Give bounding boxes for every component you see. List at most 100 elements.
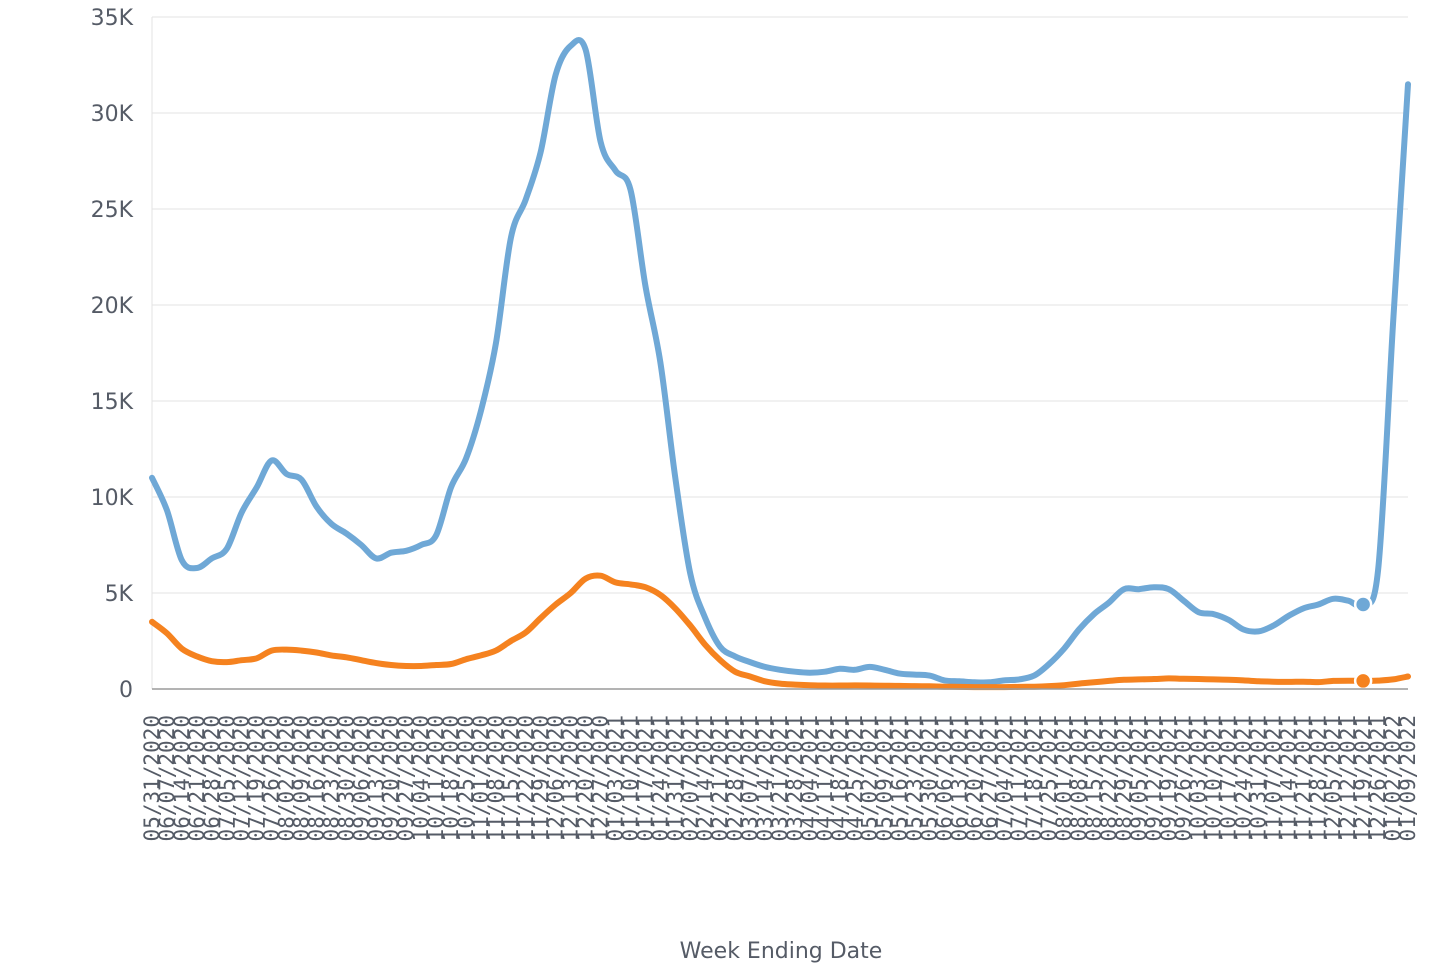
x-tick-label: 12/27/2020 — [589, 715, 613, 841]
x-tick-label: 05/30/2021 — [918, 715, 942, 841]
x-tick-label: 12/06/2020 — [544, 715, 568, 841]
x-tick-label: 02/28/2021 — [723, 715, 747, 841]
x-tick-label: 06/27/2021 — [977, 715, 1001, 841]
x-tick-label: 09/20/2020 — [379, 715, 403, 841]
y-tick-label: 5K — [105, 582, 134, 607]
x-tick-label: 12/13/2020 — [559, 715, 583, 841]
x-tick-label: 07/04/2021 — [992, 715, 1016, 841]
x-tick-label: 06/14/2020 — [170, 715, 194, 841]
y-tick-label: 25K — [91, 198, 134, 223]
x-tick-label: 12/12/2021 — [1336, 715, 1360, 841]
x-tick-label: 08/30/2020 — [334, 715, 358, 841]
x-tick-label: 09/06/2020 — [349, 715, 373, 841]
x-tick-label: 11/07/2021 — [1261, 715, 1285, 841]
x-tick-label: 05/02/2021 — [858, 715, 882, 841]
x-tick-label: 02/14/2021 — [693, 715, 717, 841]
x-tick-label: 01/09/2022 — [1396, 715, 1420, 841]
x-tick-label: 11/08/2020 — [484, 715, 508, 841]
x-tick-label: 10/04/2020 — [409, 715, 433, 841]
x-tick-label: 11/14/2021 — [1276, 715, 1300, 841]
x-axis-label: Week Ending Date — [680, 939, 883, 964]
y-axis-ticks: 0 5K 10K 15K 20K 25K 30K 35K — [91, 6, 134, 703]
x-tick-label: 04/25/2021 — [843, 715, 867, 841]
x-tick-label: 08/08/2021 — [1067, 715, 1091, 841]
x-tick-label: 11/22/2020 — [514, 715, 538, 841]
x-tick-label: 08/22/2021 — [1097, 715, 1121, 841]
x-tick-label: 07/19/2020 — [245, 715, 269, 841]
y-tick-label: 10K — [91, 486, 134, 511]
x-tick-label: 07/25/2021 — [1037, 715, 1061, 841]
series-lines — [149, 37, 1411, 691]
x-tick-label: 12/05/2021 — [1321, 715, 1345, 841]
y-tick-label: 15K — [91, 390, 134, 415]
x-tick-label: 08/15/2021 — [1082, 715, 1106, 841]
x-tick-label: 07/12/2020 — [230, 715, 254, 841]
x-tick-label: 05/09/2021 — [873, 715, 897, 841]
x-tick-label: 11/28/2021 — [1306, 715, 1330, 841]
y-tick-label: 30K — [91, 102, 134, 127]
x-tick-label: 11/29/2020 — [529, 715, 553, 841]
x-tick-label: 12/20/2020 — [574, 715, 598, 841]
x-tick-label: 05/23/2021 — [903, 715, 927, 841]
x-tick-label: 07/11/2021 — [1007, 715, 1031, 841]
x-tick-label: 02/21/2021 — [708, 715, 732, 841]
x-tick-label: 10/25/2020 — [454, 715, 478, 841]
series-markers — [1353, 595, 1373, 691]
x-tick-label: 06/07/2020 — [155, 715, 179, 841]
x-tick-label: 10/18/2020 — [439, 715, 463, 841]
x-tick-label: 04/04/2021 — [798, 715, 822, 841]
x-tick-label: 08/09/2020 — [290, 715, 314, 841]
series-1-marker — [1353, 595, 1373, 614]
x-tick-label: 06/28/2020 — [200, 715, 224, 841]
series-2-marker — [1353, 671, 1373, 691]
x-tick-label: 07/18/2021 — [1022, 715, 1046, 841]
x-tick-label: 09/19/2021 — [1157, 715, 1181, 841]
x-tick-label: 06/21/2020 — [185, 715, 209, 841]
x-tick-label: 10/31/2021 — [1246, 715, 1270, 841]
x-tick-label: 03/14/2021 — [753, 715, 777, 841]
x-tick-label: 01/02/2022 — [1381, 715, 1405, 841]
x-tick-label: 09/26/2021 — [1172, 715, 1196, 841]
x-tick-label: 03/07/2021 — [738, 715, 762, 841]
x-tick-label: 04/11/2021 — [813, 715, 837, 841]
x-tick-label: 10/24/2021 — [1232, 715, 1256, 841]
x-tick-label: 08/02/2020 — [275, 715, 299, 841]
series-line-1 — [149, 37, 1411, 686]
x-tick-label: 12/19/2021 — [1351, 715, 1375, 841]
x-tick-label: 09/12/2021 — [1142, 715, 1166, 841]
x-tick-label: 05/16/2021 — [888, 715, 912, 841]
x-tick-label: 03/28/2021 — [783, 715, 807, 841]
x-tick-label: 02/07/2021 — [678, 715, 702, 841]
x-tick-label: 01/10/2021 — [618, 715, 642, 841]
x-tick-label: 06/13/2021 — [947, 715, 971, 841]
x-tick-label: 07/26/2020 — [260, 715, 284, 841]
x-tick-label: 12/26/2021 — [1366, 715, 1390, 841]
x-tick-label: 09/13/2020 — [364, 715, 388, 841]
x-tick-label: 08/29/2021 — [1112, 715, 1136, 841]
x-tick-label: 05/31/2020 — [140, 715, 164, 841]
x-tick-label: 01/03/2021 — [604, 715, 628, 841]
x-tick-label: 01/24/2021 — [648, 715, 672, 841]
x-tick-label: 04/18/2021 — [828, 715, 852, 841]
x-tick-label: 08/23/2020 — [319, 715, 343, 841]
gridlines — [151, 16, 1408, 689]
x-tick-label: 08/01/2021 — [1052, 715, 1076, 841]
x-tick-label: 01/17/2021 — [633, 715, 657, 841]
x-tick-label: 06/06/2021 — [932, 715, 956, 841]
x-tick-label: 10/17/2021 — [1217, 715, 1241, 841]
x-tick-label: 01/31/2021 — [663, 715, 687, 841]
x-tick-label: 09/27/2020 — [394, 715, 418, 841]
x-tick-label: 11/01/2020 — [469, 715, 493, 841]
y-tick-label: 0 — [119, 678, 133, 703]
x-tick-label: 07/05/2020 — [215, 715, 239, 841]
y-tick-label: 20K — [91, 294, 134, 319]
x-tick-label: 10/11/2020 — [424, 715, 448, 841]
x-tick-label: 11/15/2020 — [499, 715, 523, 841]
series-line-2 — [149, 572, 1411, 691]
x-tick-label: 03/21/2021 — [768, 715, 792, 841]
x-tick-label: 08/16/2020 — [304, 715, 328, 841]
x-tick-label: 09/05/2021 — [1127, 715, 1151, 841]
x-tick-label: 11/21/2021 — [1291, 715, 1315, 841]
x-tick-label: 10/03/2021 — [1187, 715, 1211, 841]
